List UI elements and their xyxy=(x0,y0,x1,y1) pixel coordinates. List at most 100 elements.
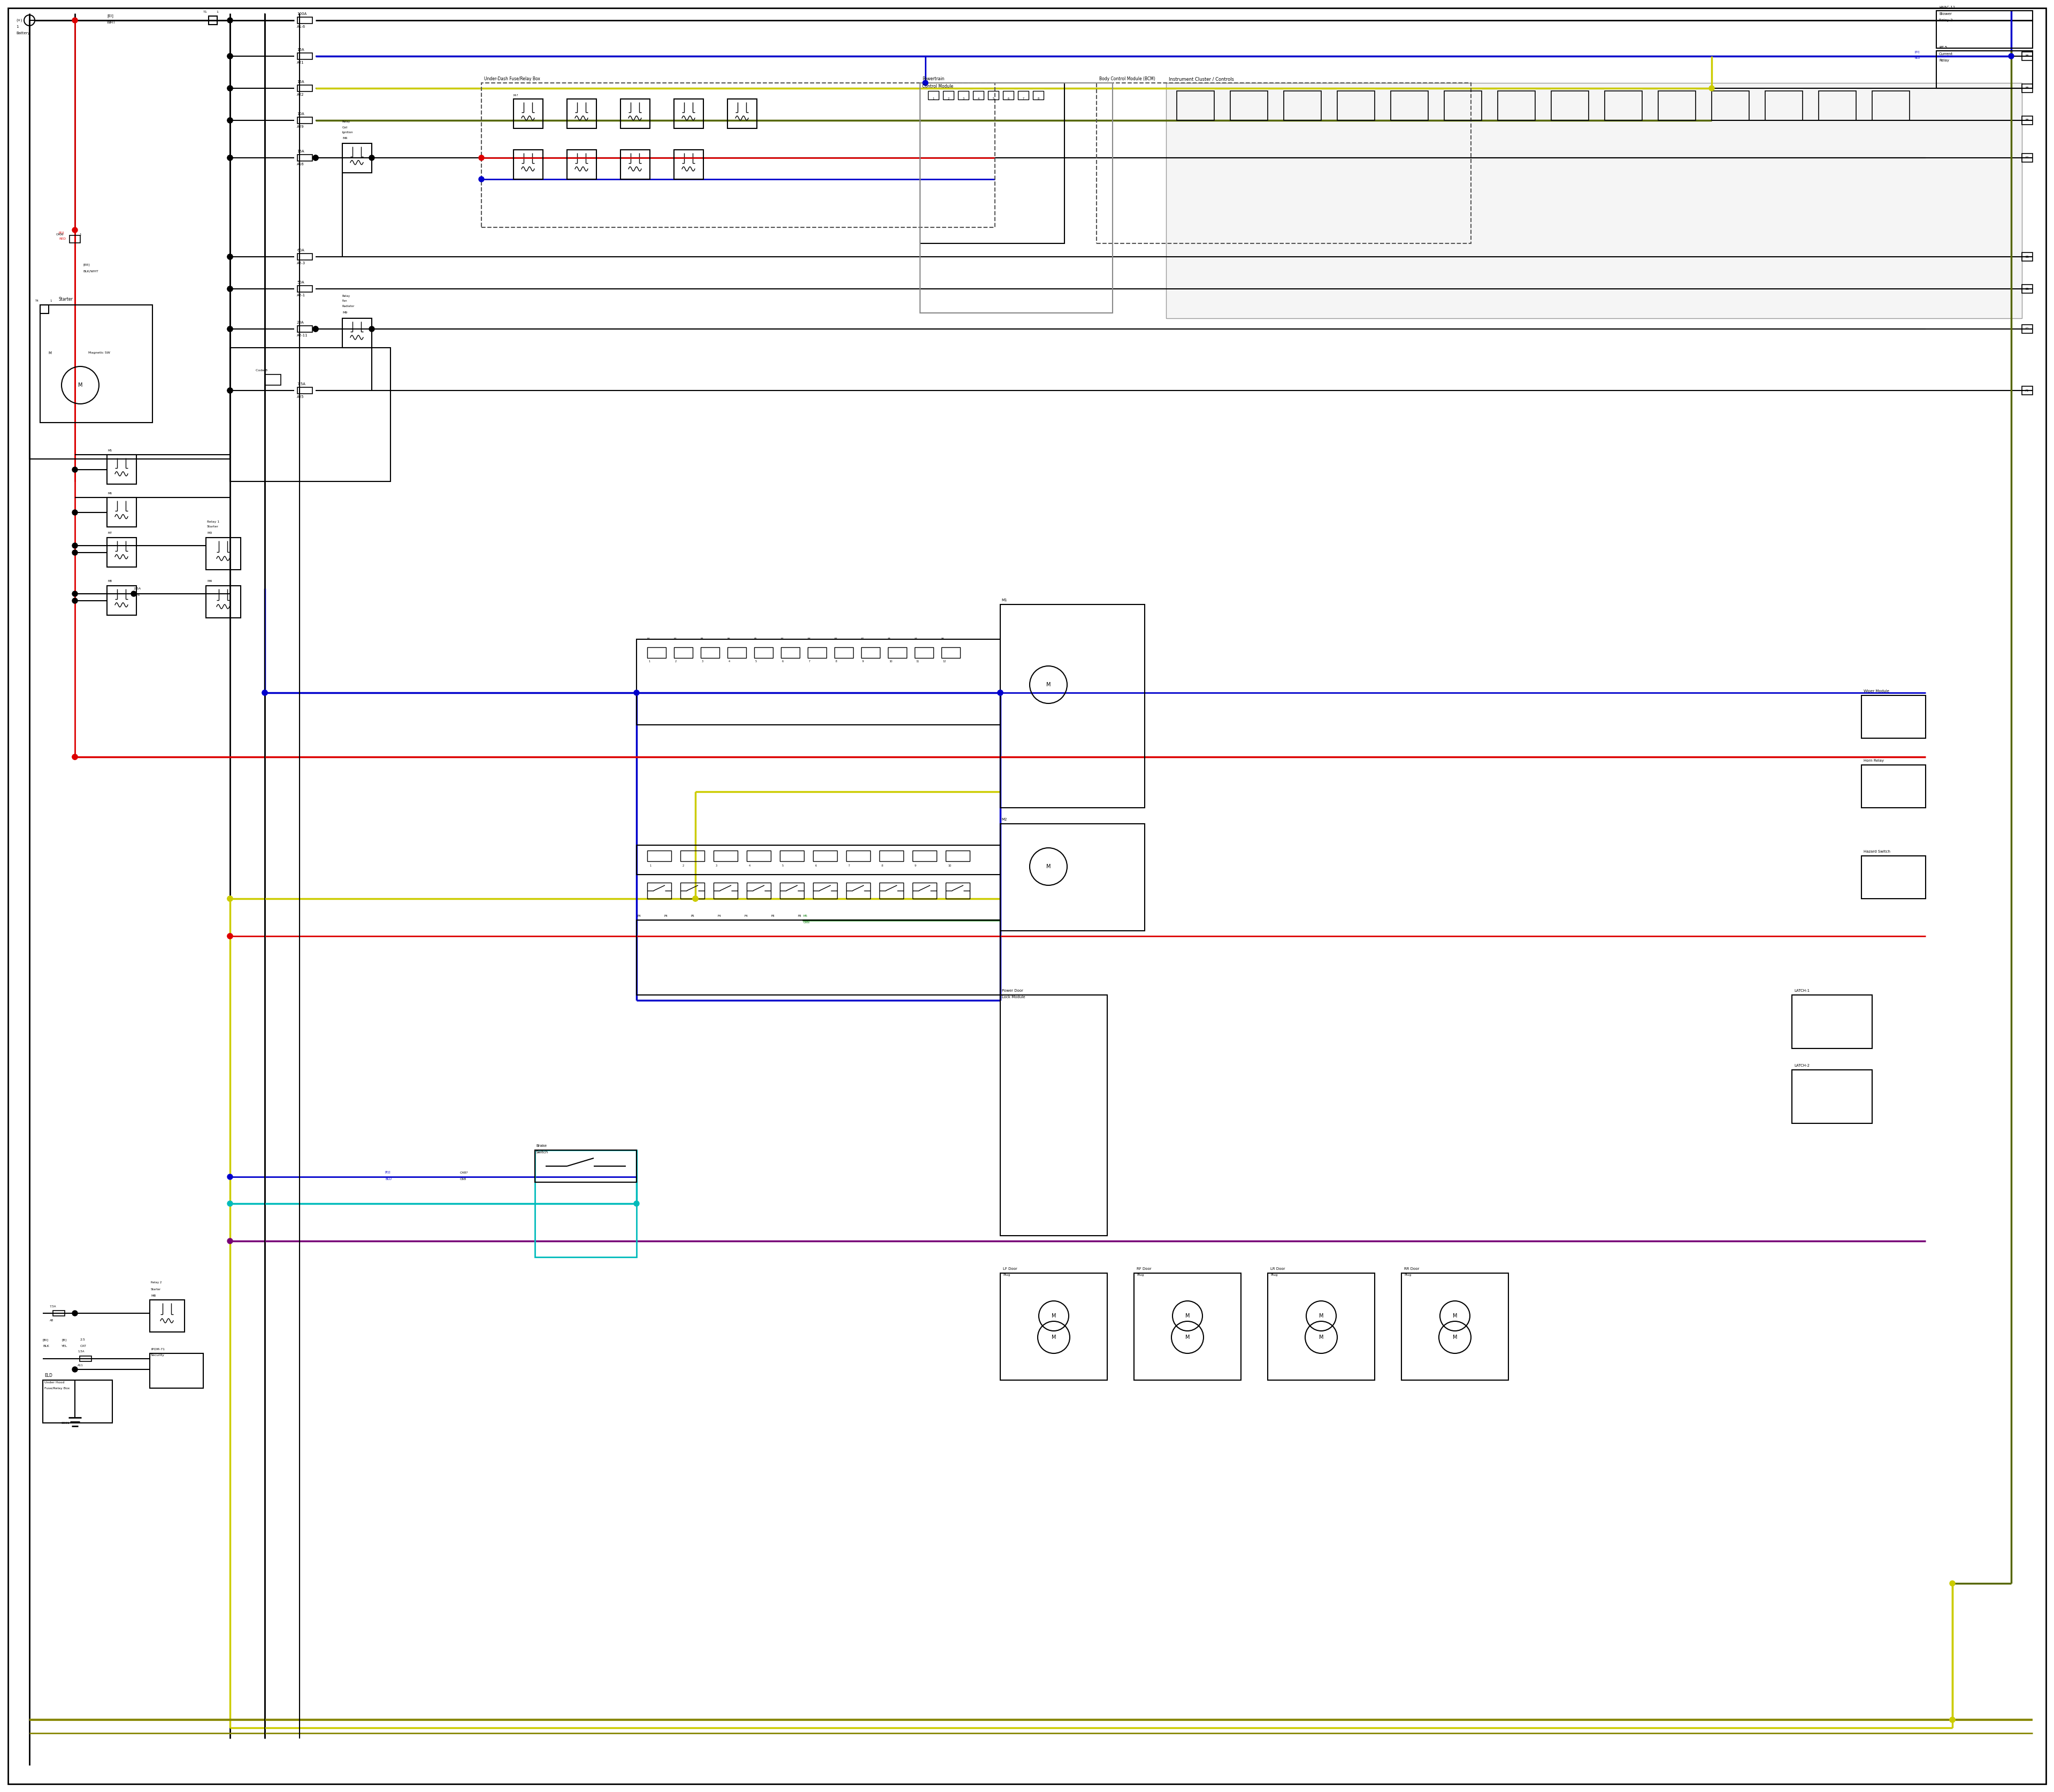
Text: M: M xyxy=(1319,1314,1323,1319)
Bar xyxy=(2021,285,2033,294)
Bar xyxy=(1764,91,1803,120)
Text: BLU: BLU xyxy=(386,1177,392,1181)
Text: 2.5A: 2.5A xyxy=(134,588,142,590)
Text: M8: M8 xyxy=(109,581,113,582)
Text: F8: F8 xyxy=(772,914,774,918)
Bar xyxy=(2021,324,2033,333)
Text: F8: F8 xyxy=(834,638,838,640)
Circle shape xyxy=(228,287,232,292)
Text: 1.5A: 1.5A xyxy=(78,1351,84,1353)
Text: IPOM-71: IPOM-71 xyxy=(150,1348,164,1351)
Text: Body Control Module (BCM): Body Control Module (BCM) xyxy=(1099,77,1154,82)
Bar xyxy=(680,851,705,862)
Text: 15A: 15A xyxy=(298,151,304,152)
Bar xyxy=(1167,82,2021,319)
Circle shape xyxy=(72,591,78,597)
Bar xyxy=(298,54,312,59)
Text: Fuse/Relay Box: Fuse/Relay Box xyxy=(45,1387,70,1391)
Bar xyxy=(210,16,218,25)
Bar xyxy=(879,851,904,862)
Text: Wiper Module: Wiper Module xyxy=(1863,690,1890,694)
Bar xyxy=(150,1353,203,1389)
Text: M: M xyxy=(1319,1335,1323,1340)
Text: LATCH-2: LATCH-2 xyxy=(1793,1064,1810,1068)
Text: M3: M3 xyxy=(207,532,212,534)
Text: Plug: Plug xyxy=(1002,1274,1011,1276)
Bar xyxy=(1177,91,1214,120)
Text: 2.5: 2.5 xyxy=(80,1339,86,1342)
Text: M7: M7 xyxy=(109,532,113,534)
Circle shape xyxy=(228,1238,232,1244)
Text: Starter: Starter xyxy=(150,1288,160,1290)
Bar xyxy=(43,1380,113,1423)
Text: M: M xyxy=(1045,864,1052,869)
Bar xyxy=(1604,91,1641,120)
Text: A2-1: A2-1 xyxy=(298,294,306,297)
Bar xyxy=(567,151,596,179)
Text: [B]: [B] xyxy=(62,1339,66,1342)
Bar xyxy=(1497,91,1534,120)
Text: F8: F8 xyxy=(799,914,801,918)
Bar xyxy=(41,305,152,423)
Text: CAT: CAT xyxy=(80,1346,86,1348)
Circle shape xyxy=(692,896,698,901)
Text: Relay: Relay xyxy=(343,294,351,297)
Text: Current: Current xyxy=(1939,52,1953,56)
Text: Relay 2: Relay 2 xyxy=(1939,18,1953,22)
Text: ELD: ELD xyxy=(45,1373,51,1378)
Text: A1-6: A1-6 xyxy=(298,25,306,29)
Bar xyxy=(928,91,939,100)
Bar xyxy=(1861,695,1927,738)
Circle shape xyxy=(370,326,374,332)
Circle shape xyxy=(1949,1717,1955,1722)
Bar xyxy=(637,846,1000,874)
Bar xyxy=(343,143,372,172)
Bar xyxy=(107,538,136,566)
Bar xyxy=(1444,91,1481,120)
Text: M: M xyxy=(1052,1314,1056,1319)
Text: F4: F4 xyxy=(914,638,918,640)
Bar xyxy=(914,647,933,658)
Bar xyxy=(674,99,702,129)
Circle shape xyxy=(228,287,232,292)
Text: GRN: GRN xyxy=(803,921,809,923)
Text: P4: P4 xyxy=(637,914,641,918)
Bar xyxy=(2021,52,2033,61)
Text: WHT: WHT xyxy=(107,22,115,23)
Text: M: M xyxy=(1185,1314,1189,1319)
Text: Under-Dash Fuse/Relay Box: Under-Dash Fuse/Relay Box xyxy=(485,77,540,82)
Bar xyxy=(813,851,838,862)
Bar xyxy=(1000,824,1144,930)
Circle shape xyxy=(228,934,232,939)
Bar xyxy=(620,99,649,129)
Text: B5: B5 xyxy=(2025,256,2029,258)
Bar xyxy=(647,647,665,658)
Text: M-?: M-? xyxy=(514,93,518,97)
Bar xyxy=(813,883,838,898)
Circle shape xyxy=(922,81,928,86)
Circle shape xyxy=(72,754,78,760)
Bar xyxy=(1401,1272,1508,1380)
Bar xyxy=(680,883,705,898)
Text: Fan: Fan xyxy=(343,299,347,303)
Bar xyxy=(1000,1272,1107,1380)
Text: F4: F4 xyxy=(647,638,651,640)
Circle shape xyxy=(312,326,318,332)
Text: [BI]: [BI] xyxy=(43,1339,49,1342)
Text: T1: T1 xyxy=(203,11,207,13)
Circle shape xyxy=(998,690,1002,695)
Text: M: M xyxy=(78,382,82,387)
Text: Plug: Plug xyxy=(1136,1274,1144,1276)
Text: B5: B5 xyxy=(2025,88,2029,90)
Text: S001: S001 xyxy=(62,1421,70,1425)
Text: Coil: Coil xyxy=(343,125,347,129)
Bar xyxy=(846,851,871,862)
Bar xyxy=(748,883,770,898)
Circle shape xyxy=(72,754,78,760)
Text: Blower: Blower xyxy=(1939,13,1951,16)
Text: B5: B5 xyxy=(2025,118,2029,122)
Bar xyxy=(107,455,136,484)
Text: [EJ]: [EJ] xyxy=(386,1172,390,1174)
Circle shape xyxy=(228,1201,232,1206)
Text: M: M xyxy=(1052,1335,1056,1340)
